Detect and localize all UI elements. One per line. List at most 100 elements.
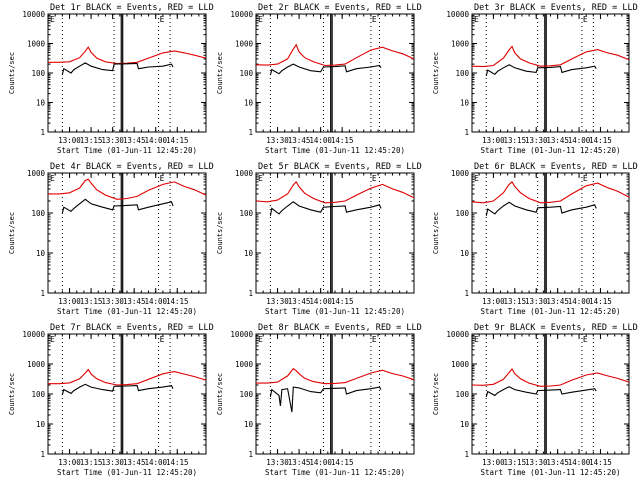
x-tick-label: 13:30 (266, 458, 289, 467)
y-tick-label: 1000 (27, 169, 46, 178)
x-axis-label: Start Time (01-Jun-11 12:45:20) (57, 146, 197, 155)
y-tick-label: 1 (464, 450, 469, 459)
y-tick-label: 100 (239, 69, 253, 78)
series-line-lld (48, 178, 207, 200)
y-tick-label: 100 (31, 69, 45, 78)
x-axis-label: Start Time (01-Jun-11 12:45:20) (265, 468, 405, 477)
y-tick-label: 10 (460, 99, 470, 108)
y-tick-label: 1000 (451, 40, 470, 49)
y-tick-label: 1000 (235, 360, 254, 369)
x-tick-label: 13:45 (288, 136, 311, 145)
x-tick-label: 14:15 (166, 136, 189, 145)
y-tick-label: 1 (248, 289, 253, 298)
marker-label: E (583, 174, 588, 183)
series-line-lld (255, 180, 415, 204)
marker-label: E (160, 174, 165, 183)
y-tick-label: 10000 (22, 10, 45, 19)
plot-frame (255, 333, 415, 455)
x-tick-label: 13:30 (525, 458, 548, 467)
marker-label: E (258, 335, 263, 344)
x-tick-label: 13:00 (482, 136, 505, 145)
series-line-events (61, 62, 174, 75)
y-tick-label: 1 (40, 450, 45, 459)
plot-frame (255, 172, 415, 294)
y-axis-label: Counts/sec (216, 52, 224, 94)
y-tick-label: 1000 (27, 40, 46, 49)
x-tick-label: 14:00 (568, 458, 591, 467)
panel-title: Det 7r BLACK = Events, RED = LLD (50, 323, 214, 333)
x-tick-label: 13:30 (101, 458, 124, 467)
series-line-lld (255, 43, 415, 67)
x-tick-label: 13:45 (546, 136, 569, 145)
x-tick-label: 14:00 (568, 297, 591, 306)
x-tick-label: 14:00 (144, 458, 167, 467)
x-tick-label: 13:15 (80, 458, 103, 467)
y-tick-label: 1 (40, 128, 45, 137)
series-line-events (61, 198, 174, 214)
panel-title: Det 5r BLACK = Events, RED = LLD (258, 162, 422, 172)
plot-frame (471, 172, 630, 294)
x-tick-label: 13:00 (482, 297, 505, 306)
panel-title: Det 8r BLACK = Events, RED = LLD (258, 323, 422, 333)
y-tick-label: 10 (244, 420, 254, 429)
series-line-events (269, 386, 382, 413)
y-tick-label: 10000 (446, 10, 469, 19)
x-tick-label: 14:15 (589, 458, 612, 467)
y-tick-label: 1 (248, 128, 253, 137)
x-tick-label: 13:15 (80, 136, 103, 145)
y-tick-label: 10 (244, 99, 254, 108)
y-axis-label: Counts/sec (8, 52, 16, 94)
series-line-lld (471, 368, 630, 387)
panel-det-9: Det 9r BLACK = Events, RED = LLD Counts/s… (432, 323, 638, 477)
panel-det-2: Det 2r BLACK = Events, RED = LLD Counts/s… (216, 3, 422, 155)
y-tick-label: 10 (460, 249, 470, 258)
x-tick-label: 13:30 (266, 297, 289, 306)
marker-label: E (50, 335, 55, 344)
marker-label: E (474, 335, 479, 344)
x-tick-label: 13:00 (58, 458, 81, 467)
x-tick-label: 13:45 (123, 297, 146, 306)
marker-label: E (583, 15, 588, 24)
y-tick-label: 1 (248, 450, 253, 459)
x-tick-label: 13:15 (504, 297, 527, 306)
x-tick-label: 13:45 (123, 458, 146, 467)
marker-label: E (258, 15, 263, 24)
panel-title: Det 2r BLACK = Events, RED = LLD (258, 3, 422, 13)
panel-title: Det 9r BLACK = Events, RED = LLD (474, 323, 638, 333)
y-axis-label: Counts/sec (432, 52, 440, 94)
marker-label: E (372, 335, 377, 344)
series-line-lld (48, 368, 207, 386)
marker-label: E (372, 174, 377, 183)
x-tick-label: 13:45 (123, 136, 146, 145)
y-tick-label: 1 (40, 289, 45, 298)
x-axis-label: Start Time (01-Jun-11 12:45:20) (481, 146, 621, 155)
series-line-lld (471, 45, 630, 68)
y-tick-label: 1000 (235, 40, 254, 49)
x-axis-label: Start Time (01-Jun-11 12:45:20) (57, 307, 197, 316)
panel-det-7: Det 7r BLACK = Events, RED = LLD Counts/s… (8, 323, 214, 477)
y-axis-label: Counts/sec (432, 373, 440, 415)
panel-title: Det 6r BLACK = Events, RED = LLD (474, 162, 638, 172)
x-axis-label: Start Time (01-Jun-11 12:45:20) (265, 307, 405, 316)
marker-label: E (160, 335, 165, 344)
series-line-events (485, 386, 597, 398)
plot-frame (47, 172, 207, 294)
x-tick-label: 13:30 (101, 297, 124, 306)
x-axis-label: Start Time (01-Jun-11 12:45:20) (265, 146, 405, 155)
x-tick-label: 13:00 (58, 136, 81, 145)
x-tick-label: 13:15 (504, 458, 527, 467)
y-axis-label: Counts/sec (432, 212, 440, 254)
x-tick-label: 14:00 (309, 297, 332, 306)
y-tick-label: 10000 (446, 330, 469, 339)
x-tick-label: 14:15 (331, 297, 354, 306)
y-tick-label: 1000 (235, 169, 254, 178)
y-tick-label: 10 (36, 249, 46, 258)
x-tick-label: 13:30 (101, 136, 124, 145)
x-tick-label: 14:00 (309, 136, 332, 145)
panel-det-8: Det 8r BLACK = Events, RED = LLD Counts/s… (216, 323, 422, 477)
x-tick-label: 14:15 (166, 297, 189, 306)
y-tick-label: 10000 (230, 330, 253, 339)
y-tick-label: 100 (455, 209, 469, 218)
y-tick-label: 10000 (22, 330, 45, 339)
